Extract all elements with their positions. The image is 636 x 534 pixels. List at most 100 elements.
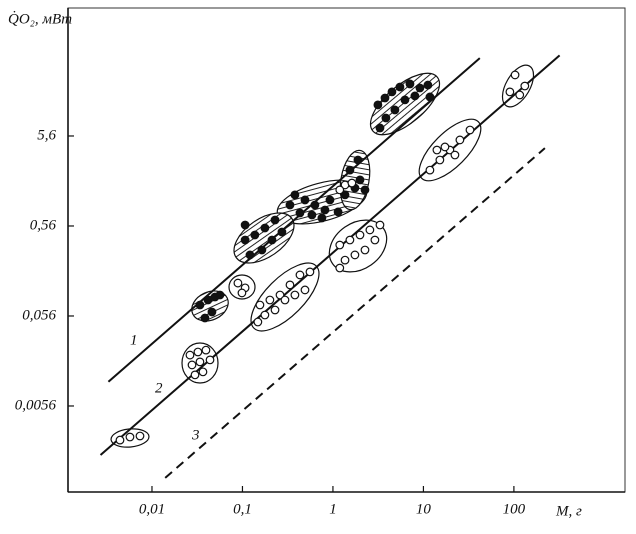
filled-point (425, 92, 435, 102)
filled-point (325, 195, 335, 205)
open-point (285, 280, 295, 290)
region (501, 64, 535, 108)
y-axis-label: Q̇O₂, мВт (8, 11, 72, 27)
filled-point (317, 213, 327, 223)
open-point (201, 345, 211, 355)
filled-point (423, 80, 433, 90)
filled-point (257, 245, 267, 255)
line-label: 3 (191, 427, 200, 443)
open-point (450, 150, 460, 160)
trend-line (107, 57, 481, 383)
filled-point (333, 207, 343, 217)
open-point (187, 360, 197, 370)
filled-point (320, 205, 330, 215)
y-tick-label: 0,56 (30, 217, 57, 233)
filled-point (200, 313, 210, 323)
trend-line (99, 54, 561, 456)
filled-point (400, 95, 410, 105)
filled-point (380, 93, 390, 103)
filled-point (250, 230, 260, 240)
filled-point (355, 175, 365, 185)
open-point (195, 357, 205, 367)
x-axis-label: M, г (555, 503, 582, 519)
x-tick-label: 0,01 (139, 501, 165, 517)
open-point (455, 135, 465, 145)
trend-line (164, 147, 546, 479)
x-tick-label: 1 (329, 501, 337, 517)
open-point (347, 178, 357, 188)
filled-point (277, 227, 287, 237)
y-tick-label: 5,6 (37, 127, 56, 143)
open-point (365, 225, 375, 235)
x-tick-label: 100 (503, 501, 526, 517)
filled-point (310, 200, 320, 210)
filled-point (207, 307, 217, 317)
filled-point (373, 100, 383, 110)
open-point (335, 185, 345, 195)
open-point (260, 310, 270, 320)
open-point (280, 295, 290, 305)
x-tick-label: 0,1 (233, 501, 252, 517)
region (191, 290, 229, 322)
open-point (510, 70, 520, 80)
open-point (335, 263, 345, 273)
open-point (375, 220, 385, 230)
open-point (360, 245, 370, 255)
filled-point (267, 235, 277, 245)
open-point (135, 431, 145, 441)
open-point (465, 125, 475, 135)
open-point (198, 367, 208, 377)
region (233, 212, 295, 264)
filled-point (415, 83, 425, 93)
filled-point (215, 290, 225, 300)
hatched-regions (191, 72, 441, 322)
filled-point (340, 190, 350, 200)
open-point (345, 235, 355, 245)
open-point (295, 270, 305, 280)
filled-point (360, 185, 370, 195)
open-point (237, 288, 247, 298)
region (328, 219, 388, 273)
filled-point (395, 82, 405, 92)
open-point (290, 290, 300, 300)
y-tick-label: 0,0056 (15, 397, 57, 413)
open-point (255, 300, 265, 310)
open-point (340, 255, 350, 265)
open-point (515, 90, 525, 100)
filled-point (285, 200, 295, 210)
open-point (425, 165, 435, 175)
filled-point (353, 155, 363, 165)
filled-point (240, 235, 250, 245)
filled-point (381, 113, 391, 123)
filled-point (387, 87, 397, 97)
filled-point (270, 215, 280, 225)
filled-point (260, 223, 270, 233)
open-point (505, 87, 515, 97)
filled-point (390, 105, 400, 115)
filled-point (195, 300, 205, 310)
filled-point (290, 190, 300, 200)
open-point (370, 235, 380, 245)
filled-point (375, 123, 385, 133)
open-point (185, 350, 195, 360)
open-point (335, 240, 345, 250)
open-point (300, 285, 310, 295)
open-point (125, 432, 135, 442)
filled-point (240, 220, 250, 230)
line-label: 2 (155, 380, 163, 396)
open-point (350, 250, 360, 260)
open-point (432, 145, 442, 155)
open-point (205, 355, 215, 365)
open-point (190, 370, 200, 380)
open-point (253, 317, 263, 327)
open-point (440, 142, 450, 152)
filled-point (300, 195, 310, 205)
x-tick-label: 10 (416, 501, 432, 517)
filled-point (345, 165, 355, 175)
filled-point (410, 91, 420, 101)
filled-point (295, 208, 305, 218)
open-point (193, 347, 203, 357)
open-point (305, 267, 315, 277)
filled-point (245, 250, 255, 260)
